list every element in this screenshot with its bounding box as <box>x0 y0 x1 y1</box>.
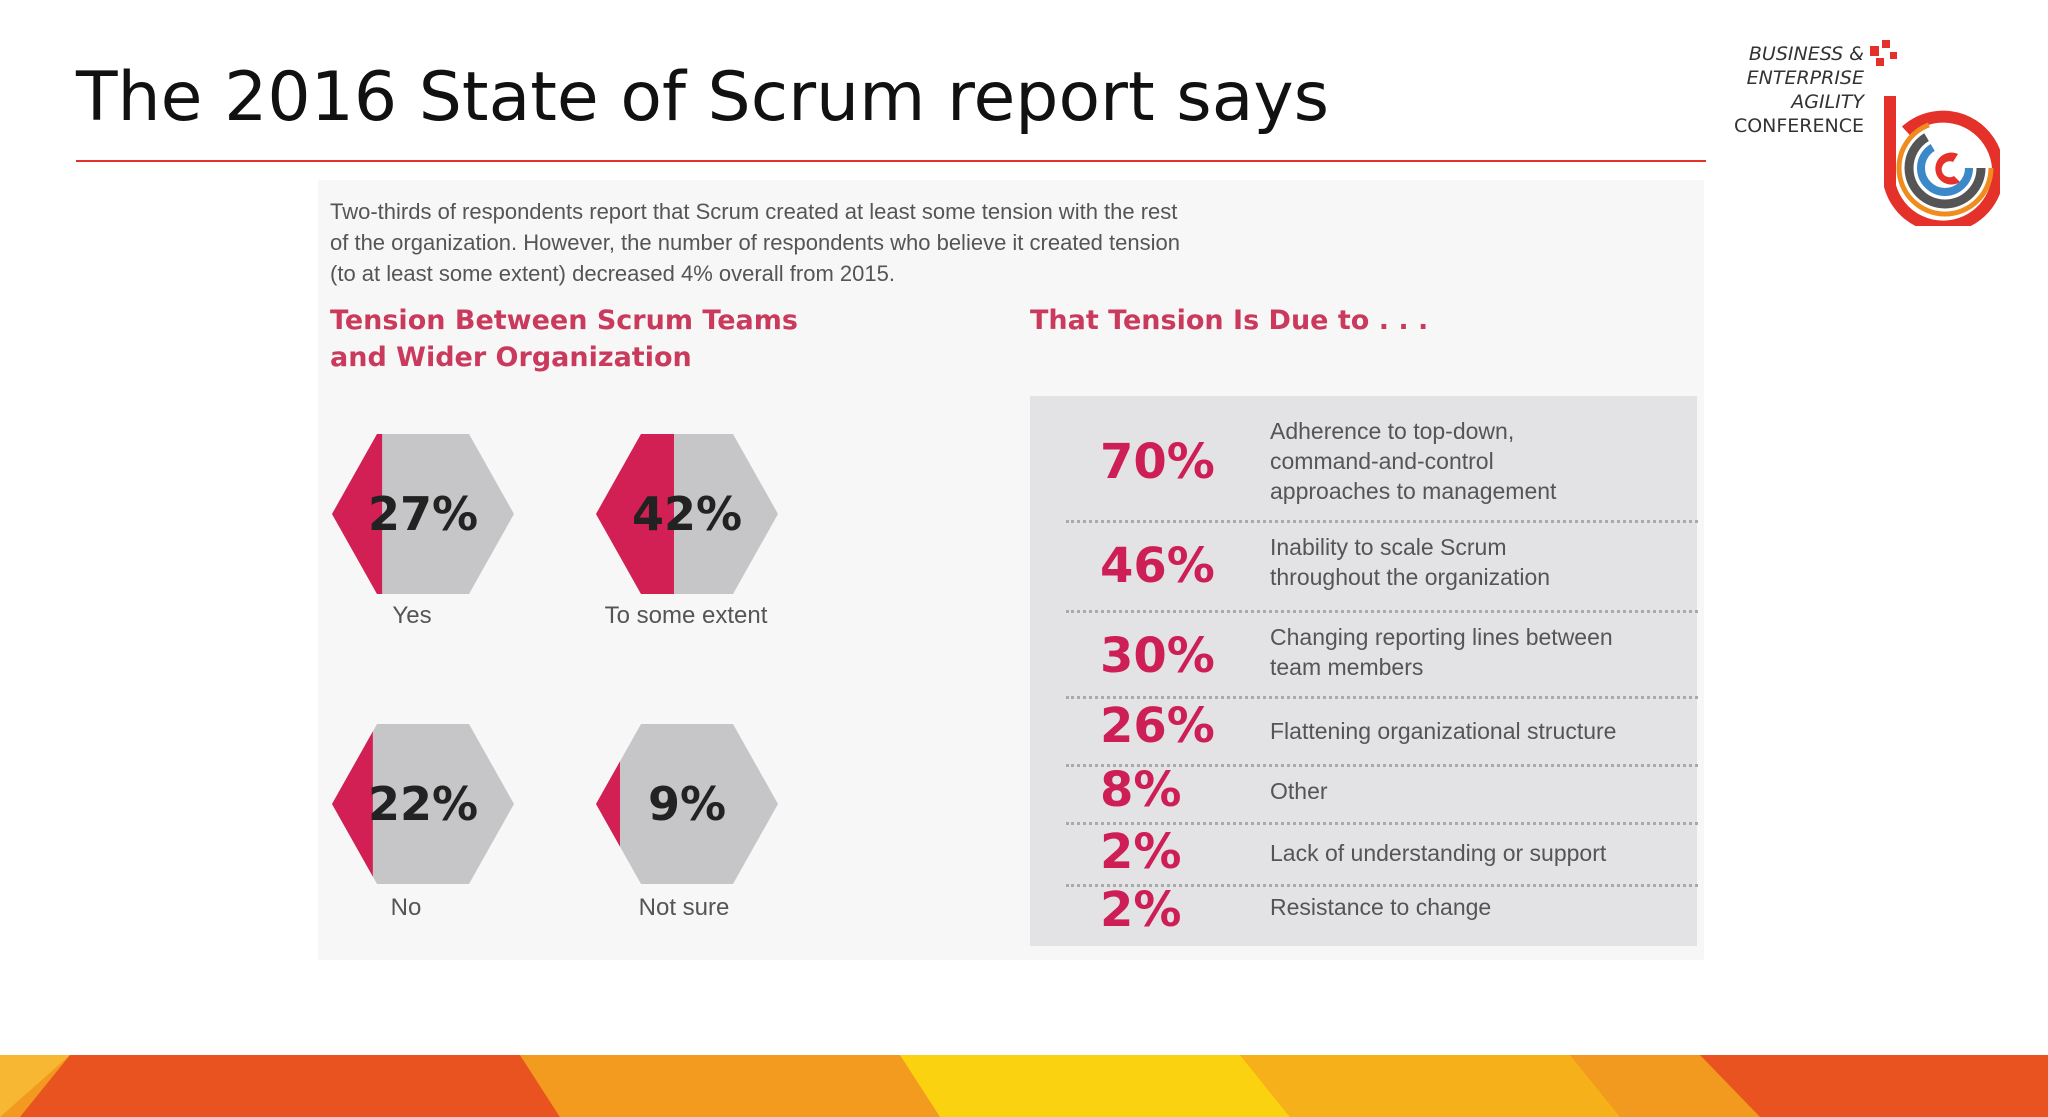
cause-percent: 2% <box>1100 882 1182 938</box>
cause-text-line: Changing reporting lines between <box>1270 624 1613 650</box>
cause-percent: 70% <box>1100 434 1215 490</box>
title-divider <box>76 160 1706 162</box>
hex-base-shape <box>596 724 778 884</box>
hex-value-label: 9% <box>648 777 726 831</box>
left-heading-line: Tension Between Scrum Teams <box>330 305 798 336</box>
cause-percent: 46% <box>1100 538 1215 594</box>
row-divider <box>1066 696 1698 699</box>
logo-line: AGILITY <box>1791 91 1864 113</box>
slide-title: The 2016 State of Scrum report says <box>76 58 1330 137</box>
hex-gauge-no: 22% <box>332 724 514 884</box>
cause-description: Flattening organizational structure <box>1270 716 1670 746</box>
infographic: Two-thirds of respondents report that Sc… <box>318 180 1704 960</box>
row-divider <box>1066 610 1698 613</box>
hex-label-no: No <box>390 894 422 921</box>
cause-text-line: Lack of understanding or support <box>1270 840 1607 866</box>
cause-text-line: Other <box>1270 778 1328 804</box>
cause-text-line: Adherence to top-down, <box>1270 418 1515 444</box>
cause-description: Lack of understanding or support <box>1270 838 1670 868</box>
row-divider <box>1066 822 1698 825</box>
hex-value-label: 27% <box>368 487 478 541</box>
intro-paragraph: Two-thirds of respondents report that Sc… <box>330 196 1330 289</box>
row-divider <box>1066 764 1698 767</box>
logo-line: CONFERENCE <box>1733 115 1864 137</box>
cause-description: Changing reporting lines between team me… <box>1270 622 1670 682</box>
cause-percent: 30% <box>1100 628 1215 684</box>
cause-text-line: Flattening organizational structure <box>1270 718 1617 744</box>
hex-gauge-to-some-extent: 42% <box>596 434 778 594</box>
cause-text-line: Inability to scale Scrum <box>1270 534 1507 560</box>
cause-percent: 8% <box>1100 762 1182 818</box>
cause-text-line: command-and-control <box>1270 448 1494 474</box>
intro-line: Two-thirds of respondents report that Sc… <box>330 199 1178 224</box>
cause-percent: 2% <box>1100 824 1182 880</box>
logo-wordmark: BUSINESS & ENTERPRISE AGILITY CONFERENCE <box>1734 42 1864 138</box>
left-heading: Tension Between Scrum Teams and Wider Or… <box>330 302 798 376</box>
cause-text-line: Resistance to change <box>1270 894 1492 920</box>
cause-description: Resistance to change <box>1270 892 1670 922</box>
cause-description: Adherence to top-down, command-and-contr… <box>1270 416 1670 506</box>
logo-line: BUSINESS & <box>1748 43 1864 65</box>
intro-line: of the organization. However, the number… <box>330 230 1180 255</box>
hex-label-yes: Yes <box>392 602 432 629</box>
hex-value-fill <box>332 724 373 884</box>
hex-gauge-not-sure: 9% <box>596 724 778 884</box>
hex-value-label: 42% <box>632 487 742 541</box>
left-heading-line: and Wider Organization <box>330 342 692 373</box>
row-divider <box>1066 520 1698 523</box>
cause-text-line: throughout the organization <box>1270 564 1551 590</box>
right-heading: That Tension Is Due to . . . <box>1030 305 1429 336</box>
cause-description: Inability to scale Scrum throughout the … <box>1270 532 1670 592</box>
causes-panel: 70% Adherence to top-down, command-and-c… <box>1030 396 1698 946</box>
hex-value-label: 22% <box>368 777 478 831</box>
cause-percent: 26% <box>1100 698 1215 754</box>
logo-line: ENTERPRISE <box>1746 67 1864 89</box>
hex-label-to-some-extent: To some extent <box>604 602 768 629</box>
intro-line: (to at least some extent) decreased 4% o… <box>330 261 895 286</box>
cause-text-line: approaches to management <box>1270 478 1557 504</box>
logo-mark-icon <box>1870 40 2000 226</box>
decorative-footer-band <box>0 1055 2048 1117</box>
cause-description: Other <box>1270 776 1670 806</box>
row-divider <box>1066 884 1698 887</box>
hex-value-fill <box>596 724 620 884</box>
hex-label-not-sure: Not sure <box>638 894 730 921</box>
hex-gauge-yes: 27% <box>332 434 514 594</box>
hex-base-shape <box>332 724 514 884</box>
conference-logo: BUSINESS & ENTERPRISE AGILITY CONFERENCE <box>1700 36 2000 226</box>
cause-text-line: team members <box>1270 654 1424 680</box>
